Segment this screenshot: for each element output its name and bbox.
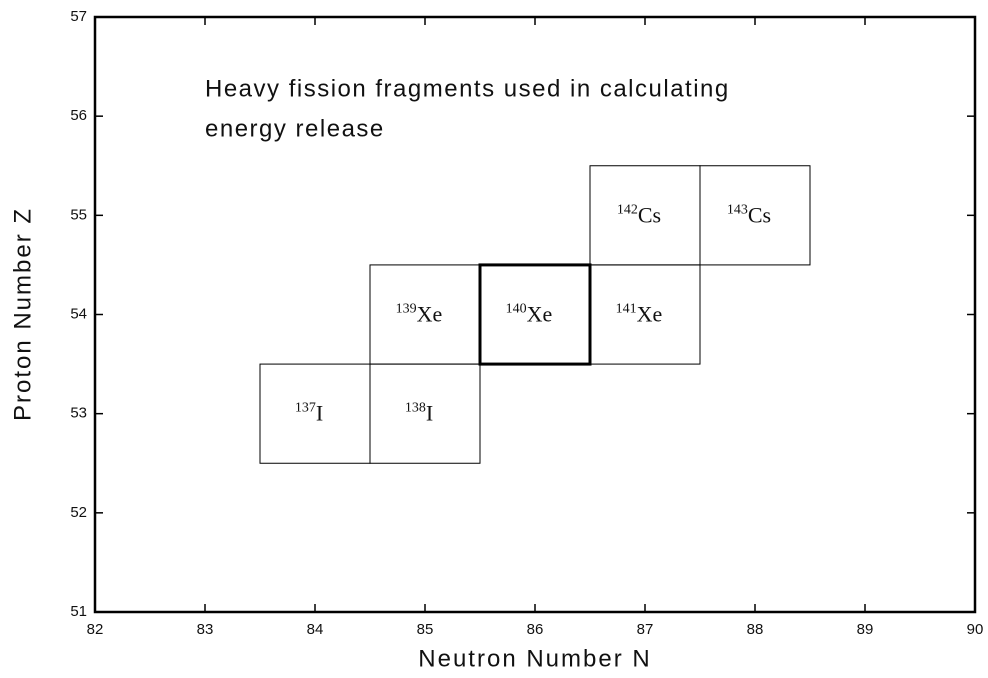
nuclide-label: 139Xe bbox=[396, 302, 443, 327]
element-symbol: I bbox=[316, 401, 323, 426]
element-symbol: Cs bbox=[638, 202, 661, 227]
annotation: Heavy fission fragments used in calculat… bbox=[205, 75, 730, 102]
nuclide-label: 141Xe bbox=[616, 302, 663, 327]
mass-number: 140 bbox=[506, 302, 527, 317]
x-tick-label: 87 bbox=[637, 621, 654, 638]
element-symbol: Cs bbox=[748, 202, 771, 227]
mass-number: 137 bbox=[295, 401, 316, 416]
nuclide-label: 140Xe bbox=[506, 302, 553, 327]
y-tick-label: 53 bbox=[70, 405, 87, 422]
y-tick-label: 55 bbox=[70, 206, 87, 223]
x-tick-label: 82 bbox=[87, 621, 104, 638]
y-tick-label: 52 bbox=[70, 504, 87, 521]
element-symbol: Xe bbox=[417, 302, 443, 327]
element-symbol: Xe bbox=[527, 302, 553, 327]
y-tick-label: 54 bbox=[70, 305, 87, 322]
element-symbol: I bbox=[426, 401, 433, 426]
x-tick-label: 83 bbox=[197, 621, 214, 638]
x-tick-label: 88 bbox=[747, 621, 764, 638]
x-axis-label: Neutron Number N bbox=[418, 645, 651, 672]
x-tick-label: 85 bbox=[417, 621, 434, 638]
mass-number: 141 bbox=[616, 302, 637, 317]
y-tick-label: 56 bbox=[70, 107, 87, 124]
mass-number: 138 bbox=[405, 401, 426, 416]
mass-number: 142 bbox=[617, 203, 638, 218]
nuclide-label: 143Cs bbox=[727, 202, 771, 227]
x-tick-label: 90 bbox=[967, 621, 984, 638]
x-tick-label: 89 bbox=[857, 621, 874, 638]
y-tick-label: 57 bbox=[70, 8, 87, 25]
mass-number: 143 bbox=[727, 203, 748, 218]
nuclide-label: 137I bbox=[295, 401, 323, 426]
y-tick-label: 51 bbox=[70, 603, 87, 620]
annotation: energy release bbox=[205, 115, 385, 142]
x-tick-label: 86 bbox=[527, 621, 544, 638]
nuclide-label: 138I bbox=[405, 401, 433, 426]
y-axis-label: Proton Number Z bbox=[9, 207, 36, 421]
x-tick-label: 84 bbox=[307, 621, 324, 638]
mass-number: 139 bbox=[396, 302, 417, 317]
nuclide-cell bbox=[699, 165, 811, 266]
element-symbol: Xe bbox=[637, 302, 663, 327]
nuclide-label: 142Cs bbox=[617, 202, 661, 227]
